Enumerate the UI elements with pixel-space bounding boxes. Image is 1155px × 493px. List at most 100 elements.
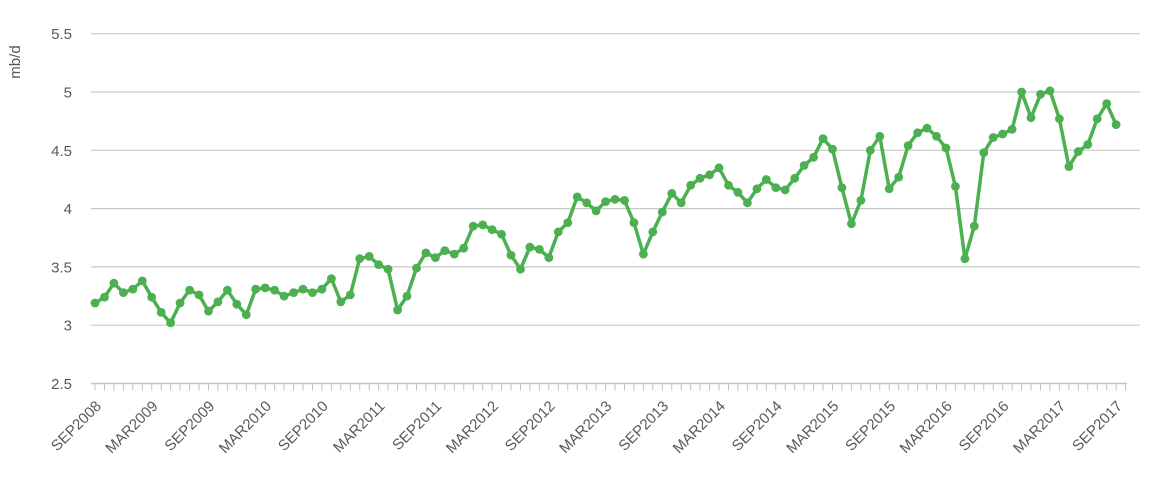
data-point-marker — [875, 131, 885, 141]
x-axis — [91, 382, 1127, 391]
data-point-marker — [1111, 120, 1121, 129]
data-point-marker — [676, 198, 686, 208]
data-point-marker — [487, 225, 497, 235]
data-point-marker — [100, 292, 109, 302]
data-point-marker — [771, 183, 781, 193]
data-point-marker — [440, 246, 450, 256]
data-point-marker — [960, 254, 970, 264]
data-point-marker — [1026, 113, 1036, 123]
data-point-marker — [289, 288, 298, 297]
data-point-marker — [686, 180, 696, 190]
data-point-marker — [733, 187, 743, 197]
y-axis-tick-label: 3.5 — [51, 259, 72, 276]
data-point-marker — [1036, 89, 1045, 99]
x-axis-tick-label: SEP2013 — [615, 398, 672, 455]
y-axis-tick-label: 5.5 — [51, 26, 72, 43]
data-point-marker — [1017, 87, 1026, 97]
data-point-marker — [667, 189, 677, 198]
data-point-marker — [884, 184, 894, 194]
data-point-marker — [932, 131, 941, 141]
data-point-marker — [922, 123, 932, 133]
data-point-marker — [1073, 147, 1083, 156]
data-point-marker — [308, 288, 317, 297]
data-point-marker — [232, 299, 242, 309]
data-point-marker — [109, 278, 119, 288]
data-point-marker — [941, 143, 951, 153]
x-axis-tick-label: SEP2014 — [729, 398, 786, 455]
series-line — [93, 89, 1118, 325]
data-point-marker — [166, 318, 176, 328]
data-point-marker — [1007, 124, 1017, 134]
data-point-marker — [780, 185, 790, 195]
data-point-marker — [1055, 114, 1064, 124]
data-point-marker — [156, 308, 166, 317]
data-point-marker — [1045, 86, 1055, 96]
data-point-marker — [553, 227, 563, 237]
y-axis-labels: 2.5 3 3.5 4 4.5 5 5.5 — [51, 26, 72, 393]
data-point-marker — [591, 206, 601, 216]
x-axis-tick-label: SEP2009 — [161, 398, 218, 455]
data-point-marker — [213, 297, 223, 307]
data-point-marker — [988, 133, 998, 142]
data-point-marker — [374, 260, 383, 269]
data-point-marker — [544, 253, 554, 262]
data-point-marker — [657, 207, 667, 217]
data-point-marker — [629, 218, 639, 228]
data-point-marker — [847, 219, 856, 229]
data-point-marker — [147, 292, 157, 302]
data-point-marker — [903, 141, 913, 151]
data-point-marker — [223, 285, 232, 295]
data-point-marker — [497, 229, 506, 239]
data-point-marker — [431, 253, 440, 262]
x-axis-tick-label: MAR2016 — [897, 398, 956, 457]
data-point-marker — [1102, 99, 1112, 109]
data-point-marker — [969, 221, 979, 231]
data-point-marker — [336, 297, 346, 307]
data-point-marker — [809, 152, 818, 162]
data-point-marker — [478, 220, 488, 230]
data-point-marker — [620, 196, 629, 205]
y-axis-unit-label: mb/d — [7, 45, 24, 78]
data-point-marker — [137, 276, 147, 286]
x-axis-tick-label: SEP2017 — [1069, 398, 1126, 455]
x-axis-tick-label: SEP2012 — [502, 398, 559, 455]
data-point-marker — [185, 285, 195, 295]
data-point-marker — [648, 227, 658, 237]
data-point-marker — [298, 284, 308, 294]
data-point-marker — [175, 298, 185, 308]
data-point-marker — [535, 245, 544, 254]
x-axis-tick-label: MAR2011 — [330, 398, 388, 456]
x-axis-tick-label: SEP2008 — [48, 398, 105, 455]
data-point-marker — [128, 284, 138, 294]
x-axis-tick-label: MAR2017 — [1010, 398, 1069, 457]
data-point-marker — [913, 128, 922, 138]
data-point-marker — [459, 243, 469, 253]
x-axis-tick-label: MAR2013 — [556, 398, 615, 457]
y-axis-tick-label: 4 — [64, 201, 72, 218]
x-axis-tick-label: MAR2012 — [443, 398, 502, 457]
data-point-marker — [865, 145, 875, 155]
data-point-marker — [1092, 114, 1102, 124]
x-axis-tick-label: MAR2014 — [670, 398, 729, 457]
data-point-marker — [468, 221, 478, 231]
y-axis-tick-label: 2.5 — [51, 376, 72, 393]
data-point-marker — [355, 254, 365, 264]
data-point-marker — [525, 242, 535, 252]
data-point-marker — [790, 173, 800, 183]
data-point-marker — [421, 248, 431, 258]
data-point-marker — [856, 196, 866, 205]
data-point-marker — [695, 173, 705, 183]
data-point-marker — [194, 290, 204, 300]
data-point-marker — [506, 250, 516, 260]
y-axis-tick-label: 5 — [64, 85, 72, 102]
data-point-marker — [1083, 140, 1093, 149]
data-point-marker — [894, 172, 904, 182]
data-point-marker — [743, 198, 752, 208]
data-point-marker — [119, 288, 128, 297]
data-point-marker — [260, 283, 270, 293]
data-point-marker — [402, 291, 412, 301]
x-axis-tick-label: SEP2011 — [389, 398, 445, 454]
data-point-marker — [383, 264, 393, 274]
data-point-marker — [204, 306, 213, 316]
